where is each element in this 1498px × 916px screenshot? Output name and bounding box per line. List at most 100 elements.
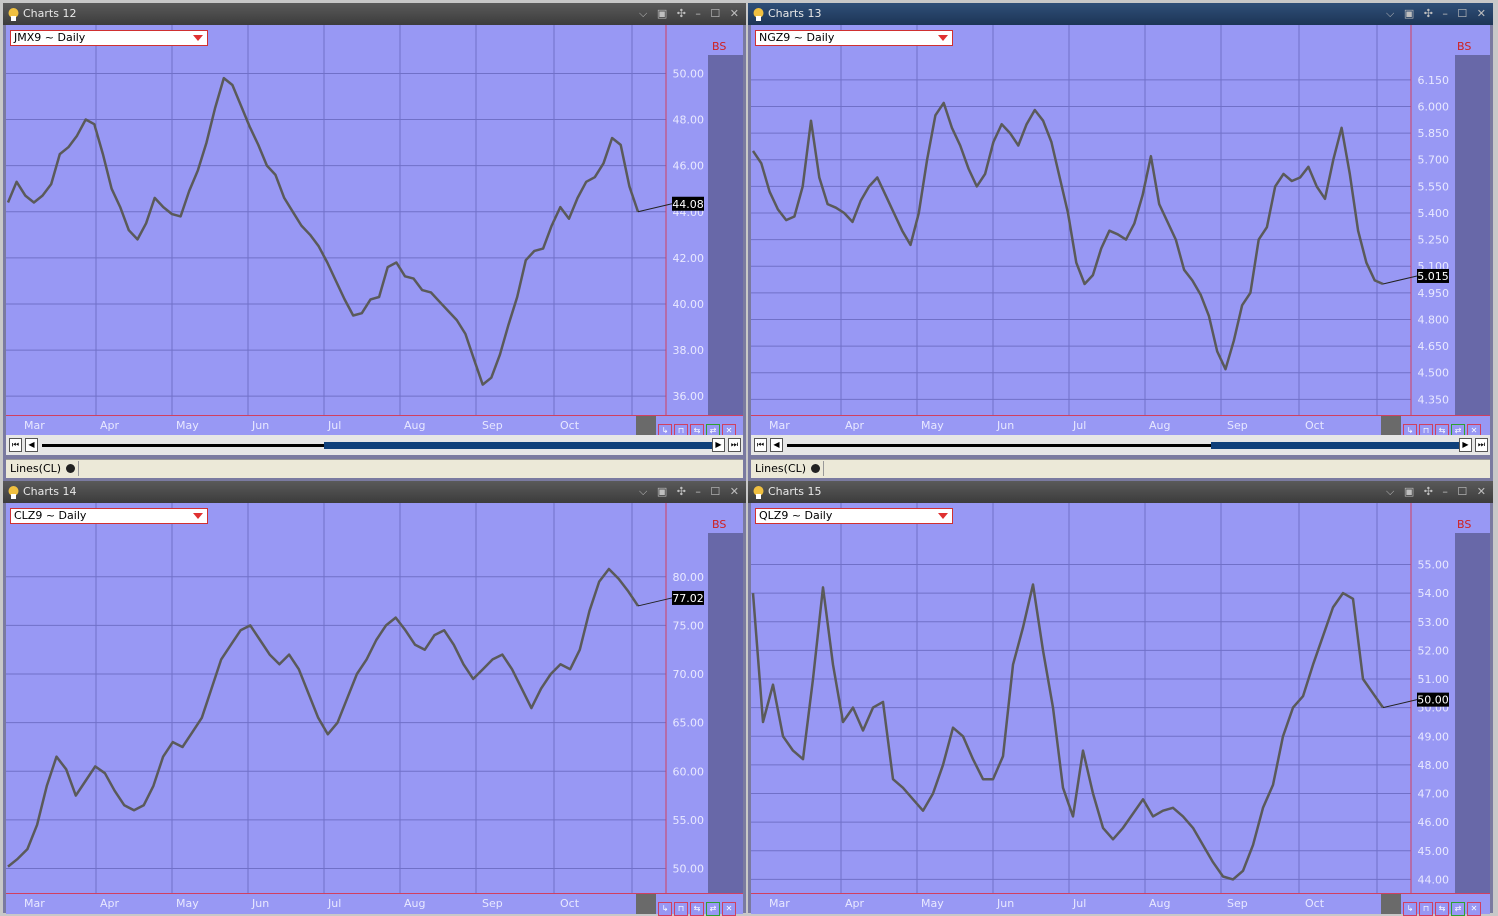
study-dot-icon[interactable]: [66, 464, 75, 473]
month-tick-label: Oct: [1305, 419, 1325, 432]
zoom-in-button[interactable]: ↳: [658, 902, 672, 916]
price-tick-label: 50.00: [673, 67, 705, 80]
study-label[interactable]: Lines(CL): [755, 462, 807, 475]
window-titlebar[interactable]: Charts 15 ⌵ ▣ ✣ – ☐ ✕: [748, 481, 1493, 503]
month-tick-label: Mar: [769, 897, 790, 910]
chart-svg: 50.0048.0046.0044.0042.0040.0038.0036.00…: [6, 25, 705, 415]
restore-button[interactable]: ⊓: [674, 902, 688, 916]
scroll-prev-button[interactable]: ◀: [770, 438, 783, 452]
price-tick-label: 5.850: [1418, 127, 1450, 140]
chevron-down-icon: [193, 513, 203, 519]
scroll-track[interactable]: [787, 444, 1459, 447]
study-label[interactable]: Lines(CL): [10, 462, 62, 475]
chart-svg: 6.1506.0005.8505.7005.5505.4005.2505.100…: [751, 25, 1450, 415]
price-scale-strip: [1455, 55, 1490, 415]
symbol-label: CLZ9 ~ Daily: [14, 509, 87, 522]
window-title: Charts 15: [768, 485, 822, 498]
last-price-leader: [637, 203, 673, 213]
window-titlebar[interactable]: Charts 13 ⌵ ▣ ✣ – ☐ ✕: [748, 3, 1493, 25]
fit-button[interactable]: ⇄: [1451, 902, 1465, 916]
status-divider: [78, 461, 79, 476]
restore-button[interactable]: ⊓: [1419, 902, 1433, 916]
app-icon: [753, 8, 764, 21]
app-icon: [8, 486, 19, 499]
scroll-last-button[interactable]: ⏭: [1475, 438, 1488, 452]
price-scale-strip: [708, 55, 743, 415]
month-tick-label: Aug: [1149, 897, 1171, 910]
last-price-leader: [1382, 275, 1418, 285]
month-tick-label: Jun: [997, 419, 1015, 432]
price-scale-strip: [1455, 533, 1490, 893]
window-controls[interactable]: ⌵ ▣ ✣ – ☐ ✕: [638, 485, 742, 498]
price-tick-label: 80.00: [673, 571, 705, 584]
last-price-label: 5.015: [1417, 270, 1449, 283]
chart-plot-area[interactable]: 80.00 75.00 70.00 65.00 60.00 55.00 50.00 77.02…: [6, 503, 743, 893]
month-tick-label: Jun: [252, 897, 270, 910]
month-tick-label: Aug: [404, 897, 426, 910]
symbol-label: JMX9 ~ Daily: [14, 31, 86, 44]
price-tick-label: 42.00: [673, 252, 705, 265]
price-tick-label: 5.400: [1418, 207, 1450, 220]
window-controls[interactable]: ⌵ ▣ ✣ – ☐ ✕: [638, 7, 742, 20]
window-controls[interactable]: ⌵ ▣ ✣ – ☐ ✕: [1385, 7, 1489, 20]
zoom-out-button[interactable]: ⇆: [690, 902, 704, 916]
symbol-dropdown[interactable]: JMX9 ~ Daily: [10, 30, 208, 46]
bs-label[interactable]: BS: [712, 518, 727, 531]
scroll-thumb[interactable]: [1211, 442, 1459, 449]
fit-button[interactable]: ⇄: [706, 902, 720, 916]
price-tick-label: 44.00: [1418, 873, 1450, 886]
month-tick-label: Sep: [1227, 419, 1248, 432]
close-button[interactable]: ✕: [1467, 902, 1481, 916]
axis-buttons: ↳ ⊓ ⇆ ⇄ ✕: [1401, 418, 1481, 438]
month-tick-label: Aug: [1149, 419, 1171, 432]
chart-plot-area[interactable]: 55.00 54.00 53.00 52.00 51.00 50.00 49.00 48.00…: [751, 503, 1490, 893]
chevron-down-icon: [938, 513, 948, 519]
scroll-next-button[interactable]: ▶: [712, 438, 725, 452]
scroll-first-button[interactable]: ⏮: [754, 438, 767, 452]
month-tick-label: Aug: [404, 419, 426, 432]
scroll-thumb[interactable]: [324, 442, 712, 449]
month-tick-label: Oct: [560, 897, 580, 910]
price-tick-label: 50.00: [673, 863, 705, 876]
axis-corner: [1381, 416, 1401, 436]
window-titlebar[interactable]: Charts 14 ⌵ ▣ ✣ – ☐ ✕: [3, 481, 746, 503]
restore-button[interactable]: ⊓: [674, 424, 688, 438]
price-tick-label: 47.00: [1418, 788, 1450, 801]
bs-label[interactable]: BS: [712, 40, 727, 53]
close-button[interactable]: ✕: [722, 902, 736, 916]
zoom-out-button[interactable]: ⇆: [1435, 902, 1449, 916]
price-tick-label: 5.550: [1418, 180, 1450, 193]
month-tick-label: Jul: [328, 419, 342, 432]
chart-plot-area[interactable]: 50.00 48.00 46.00 44.00 42.00 40.00 38.00 36.00…: [6, 25, 743, 415]
window-titlebar[interactable]: Charts 12 ⌵ ▣ ✣ – ☐ ✕: [3, 3, 746, 25]
price-tick-label: 38.00: [673, 344, 705, 357]
axis-buttons: ↳ ⊓ ⇆ ⇄ ✕: [1401, 896, 1481, 916]
month-tick-label: Sep: [482, 897, 503, 910]
status-row: Lines(CL): [6, 459, 743, 478]
bs-label[interactable]: BS: [1457, 518, 1472, 531]
symbol-dropdown[interactable]: NGZ9 ~ Daily: [755, 30, 953, 46]
scroll-first-button[interactable]: ⏮: [9, 438, 22, 452]
symbol-dropdown[interactable]: CLZ9 ~ Daily: [10, 508, 208, 524]
chart-plot-area[interactable]: 6.150 6.000 5.850 5.700 5.550 5.400 5.250 5.100…: [751, 25, 1490, 415]
scroll-row: ⏮ ◀ ▶ ⏭: [751, 435, 1490, 455]
month-tick-label: Sep: [482, 419, 503, 432]
scroll-prev-button[interactable]: ◀: [25, 438, 38, 452]
window-title: Charts 12: [23, 7, 77, 20]
scroll-last-button[interactable]: ⏭: [728, 438, 741, 452]
symbol-label: QLZ9 ~ Daily: [759, 509, 833, 522]
scroll-next-button[interactable]: ▶: [1459, 438, 1472, 452]
bs-label[interactable]: BS: [1457, 40, 1472, 53]
study-dot-icon[interactable]: [811, 464, 820, 473]
window-controls[interactable]: ⌵ ▣ ✣ – ☐ ✕: [1385, 485, 1489, 498]
symbol-dropdown[interactable]: QLZ9 ~ Daily: [755, 508, 953, 524]
price-tick-label: 36.00: [673, 390, 705, 403]
price-tick-label: 4.800: [1418, 313, 1450, 326]
zoom-in-button[interactable]: ↳: [1403, 902, 1417, 916]
time-axis: Mar Apr May Jun Jul Aug Sep Oct ↳ ⊓ ⇆ ⇄ ✕: [751, 893, 1490, 916]
app-icon: [753, 486, 764, 499]
month-tick-label: Apr: [845, 897, 865, 910]
price-scale-strip: [708, 533, 743, 893]
month-tick-label: Apr: [845, 419, 865, 432]
symbol-label: NGZ9 ~ Daily: [759, 31, 835, 44]
